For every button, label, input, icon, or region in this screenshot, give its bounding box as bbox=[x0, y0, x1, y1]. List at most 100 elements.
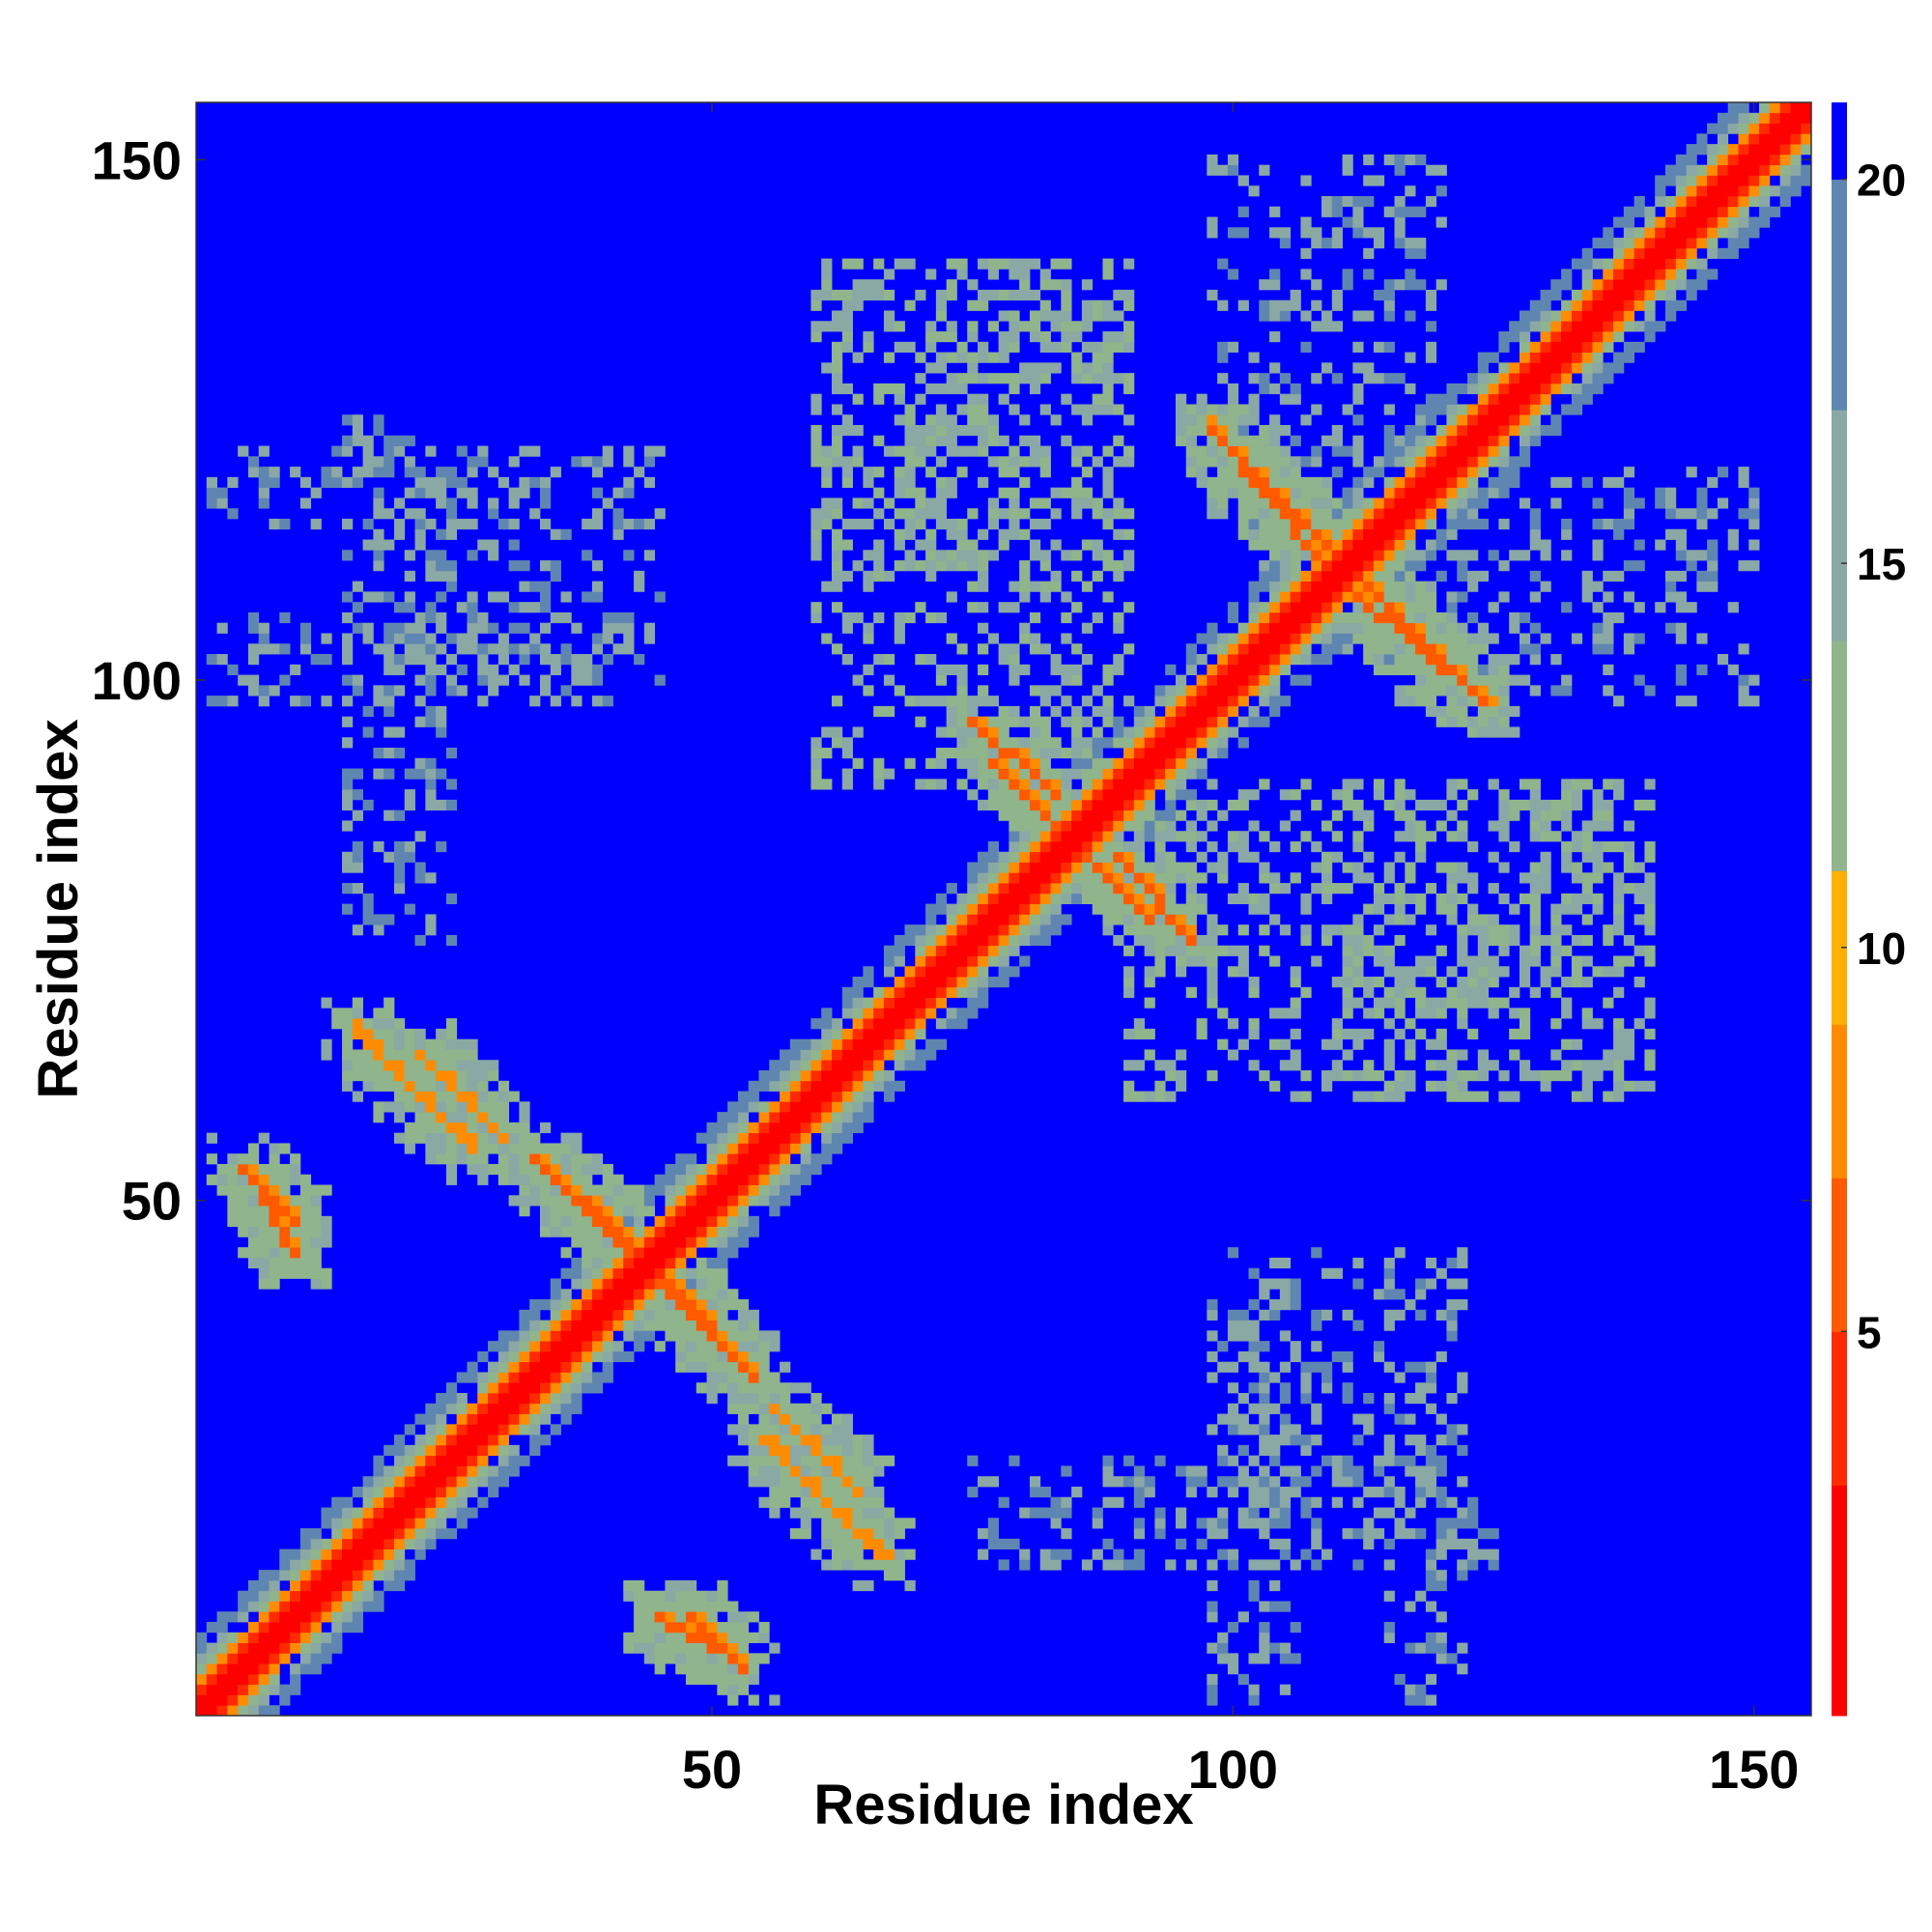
heatmap-cell bbox=[1102, 352, 1114, 363]
heatmap-cell bbox=[841, 748, 853, 759]
heatmap-cell bbox=[1425, 643, 1437, 655]
heatmap-cell bbox=[1009, 820, 1020, 832]
heatmap-cell bbox=[1217, 1038, 1229, 1050]
heatmap-cell bbox=[1279, 445, 1292, 457]
heatmap-cell bbox=[393, 1132, 406, 1144]
heatmap-cell bbox=[1311, 560, 1322, 572]
heatmap-cell bbox=[1019, 840, 1031, 853]
heatmap-cell bbox=[477, 664, 489, 675]
heatmap-cell bbox=[342, 633, 354, 644]
heatmap-cell bbox=[821, 581, 833, 592]
heatmap-cell bbox=[1039, 643, 1051, 655]
heatmap-cell bbox=[978, 757, 989, 769]
heatmap-cell bbox=[904, 966, 916, 978]
heatmap-cell bbox=[1321, 862, 1333, 873]
heatmap-cell bbox=[467, 1070, 478, 1082]
heatmap-cell bbox=[550, 570, 561, 582]
heatmap-cell bbox=[1394, 445, 1406, 457]
heatmap-cell bbox=[425, 1403, 437, 1414]
heatmap-cell bbox=[1227, 685, 1239, 696]
heatmap-cell bbox=[1248, 1382, 1260, 1394]
heatmap-cell bbox=[685, 1653, 697, 1664]
heatmap-cell bbox=[1446, 1330, 1458, 1342]
heatmap-cell bbox=[1092, 508, 1103, 520]
heatmap-cell bbox=[456, 1393, 468, 1405]
heatmap-cell bbox=[956, 737, 968, 749]
heatmap-cell bbox=[1457, 955, 1468, 967]
heatmap-cell bbox=[258, 1163, 270, 1176]
heatmap-cell bbox=[1081, 404, 1094, 415]
heatmap-cell bbox=[789, 1091, 802, 1102]
heatmap-cell bbox=[1311, 1247, 1322, 1259]
heatmap-cell bbox=[1061, 799, 1072, 811]
heatmap-cell bbox=[384, 643, 395, 655]
heatmap-cell bbox=[780, 1444, 791, 1457]
heatmap-cell bbox=[456, 685, 468, 696]
heatmap-cell bbox=[1019, 820, 1031, 832]
heatmap-cell bbox=[832, 1132, 843, 1144]
heatmap-cell bbox=[1102, 518, 1114, 530]
heatmap-cell bbox=[1425, 1570, 1437, 1581]
heatmap-cell bbox=[247, 654, 260, 666]
heatmap-cell bbox=[780, 1174, 791, 1185]
heatmap-cell bbox=[550, 1299, 561, 1311]
heatmap-cell bbox=[873, 383, 885, 395]
heatmap-cell bbox=[1279, 570, 1292, 582]
heatmap-cell bbox=[1311, 654, 1322, 666]
heatmap-cell bbox=[1237, 1465, 1249, 1477]
heatmap-cell bbox=[1050, 914, 1062, 925]
heatmap-cell bbox=[1123, 299, 1135, 311]
heatmap-cell bbox=[1467, 955, 1479, 967]
heatmap-cell bbox=[373, 1070, 384, 1082]
heatmap-cell bbox=[873, 1465, 885, 1477]
heatmap-cell bbox=[810, 1507, 822, 1519]
heatmap-cell bbox=[1498, 1070, 1510, 1082]
heatmap-cell bbox=[404, 1424, 415, 1435]
heatmap-cell bbox=[269, 1226, 280, 1237]
heatmap-cell bbox=[1300, 1507, 1312, 1519]
heatmap-cell bbox=[1144, 893, 1155, 905]
heatmap-cell bbox=[1248, 497, 1260, 509]
heatmap-cell bbox=[748, 1663, 759, 1675]
heatmap-cell bbox=[571, 1132, 582, 1144]
heatmap-cell bbox=[894, 414, 905, 426]
heatmap-cell bbox=[1331, 977, 1343, 988]
heatmap-cell bbox=[998, 487, 1009, 498]
heatmap-cell bbox=[1352, 1528, 1364, 1540]
heatmap-cell bbox=[519, 1455, 530, 1466]
heatmap-cell bbox=[1383, 799, 1395, 811]
heatmap-cell bbox=[1081, 893, 1094, 905]
heatmap-cell bbox=[1331, 570, 1343, 582]
heatmap-cell bbox=[1363, 154, 1375, 166]
heatmap-cell bbox=[1321, 435, 1333, 446]
heatmap-cell bbox=[1405, 154, 1416, 166]
heatmap-cell bbox=[529, 1153, 541, 1165]
heatmap-cell bbox=[373, 1049, 384, 1061]
heatmap-cell bbox=[1009, 893, 1020, 905]
heatmap-cell bbox=[1019, 289, 1031, 301]
heatmap-cell bbox=[1415, 654, 1427, 666]
heatmap-cell bbox=[1196, 404, 1208, 415]
heatmap-cell bbox=[1123, 1091, 1135, 1102]
heatmap-cell bbox=[696, 1642, 707, 1654]
heatmap-cell bbox=[247, 1257, 260, 1269]
heatmap-cell bbox=[560, 1195, 572, 1207]
heatmap-cell bbox=[310, 1538, 322, 1550]
heatmap-cell bbox=[519, 643, 530, 655]
heatmap-cell bbox=[488, 1122, 499, 1134]
heatmap-cell bbox=[1113, 862, 1124, 873]
heatmap-cell bbox=[1446, 789, 1458, 801]
heatmap-cell bbox=[279, 1694, 291, 1706]
heatmap-cell bbox=[560, 1215, 572, 1228]
heatmap-cell bbox=[1102, 508, 1114, 520]
heatmap-cell bbox=[238, 1247, 249, 1259]
heatmap-cell bbox=[967, 997, 979, 1009]
heatmap-cell bbox=[1425, 883, 1437, 895]
heatmap-cell bbox=[883, 445, 895, 457]
heatmap-cell bbox=[362, 1538, 374, 1550]
heatmap-cell bbox=[1383, 528, 1395, 540]
heatmap-cell bbox=[1394, 508, 1406, 520]
heatmap-cell bbox=[1050, 362, 1062, 374]
heatmap-cell bbox=[987, 789, 1000, 801]
heatmap-cell bbox=[1425, 1361, 1437, 1373]
